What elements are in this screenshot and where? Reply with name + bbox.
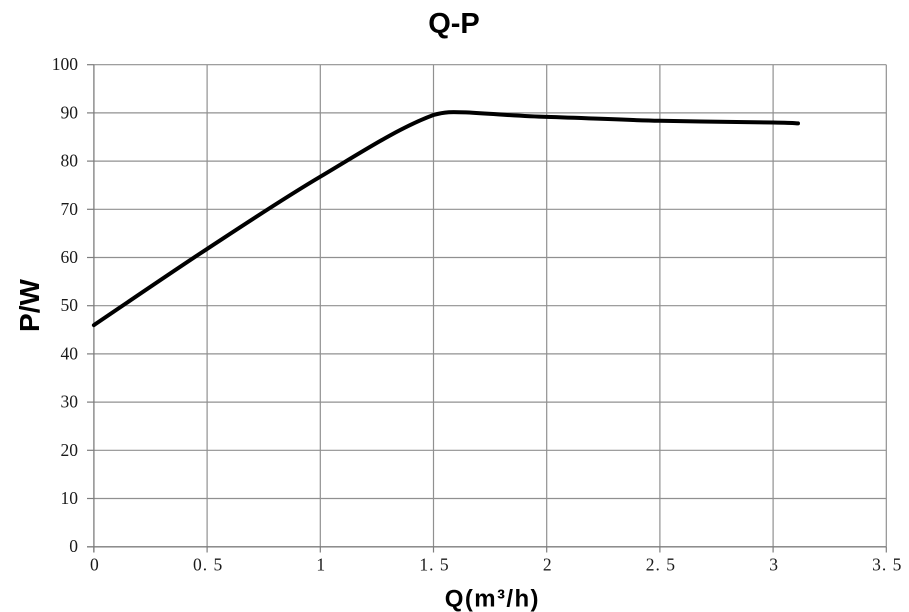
svg-text:2: 2 — [543, 555, 552, 575]
svg-text:1: 1 — [316, 555, 325, 575]
svg-text:3: 3 — [769, 555, 778, 575]
svg-text:0. 5: 0. 5 — [193, 555, 223, 575]
svg-text:80: 80 — [61, 151, 79, 171]
svg-text:0: 0 — [69, 536, 78, 556]
svg-text:100: 100 — [52, 54, 79, 74]
svg-text:30: 30 — [61, 392, 79, 412]
svg-text:1. 5: 1. 5 — [419, 555, 449, 575]
svg-text:60: 60 — [61, 247, 79, 267]
svg-text:Q(m³/h): Q(m³/h) — [445, 586, 540, 612]
svg-text:40: 40 — [61, 343, 79, 363]
svg-text:0: 0 — [90, 555, 99, 575]
svg-text:90: 90 — [61, 102, 79, 122]
svg-text:2. 5: 2. 5 — [646, 555, 676, 575]
svg-text:10: 10 — [61, 488, 79, 508]
svg-text:P/W: P/W — [14, 278, 45, 331]
svg-text:Q-P: Q-P — [428, 8, 480, 40]
svg-text:50: 50 — [61, 295, 79, 315]
svg-text:3. 5: 3. 5 — [872, 555, 902, 575]
svg-text:70: 70 — [61, 199, 79, 219]
svg-text:20: 20 — [61, 440, 79, 460]
